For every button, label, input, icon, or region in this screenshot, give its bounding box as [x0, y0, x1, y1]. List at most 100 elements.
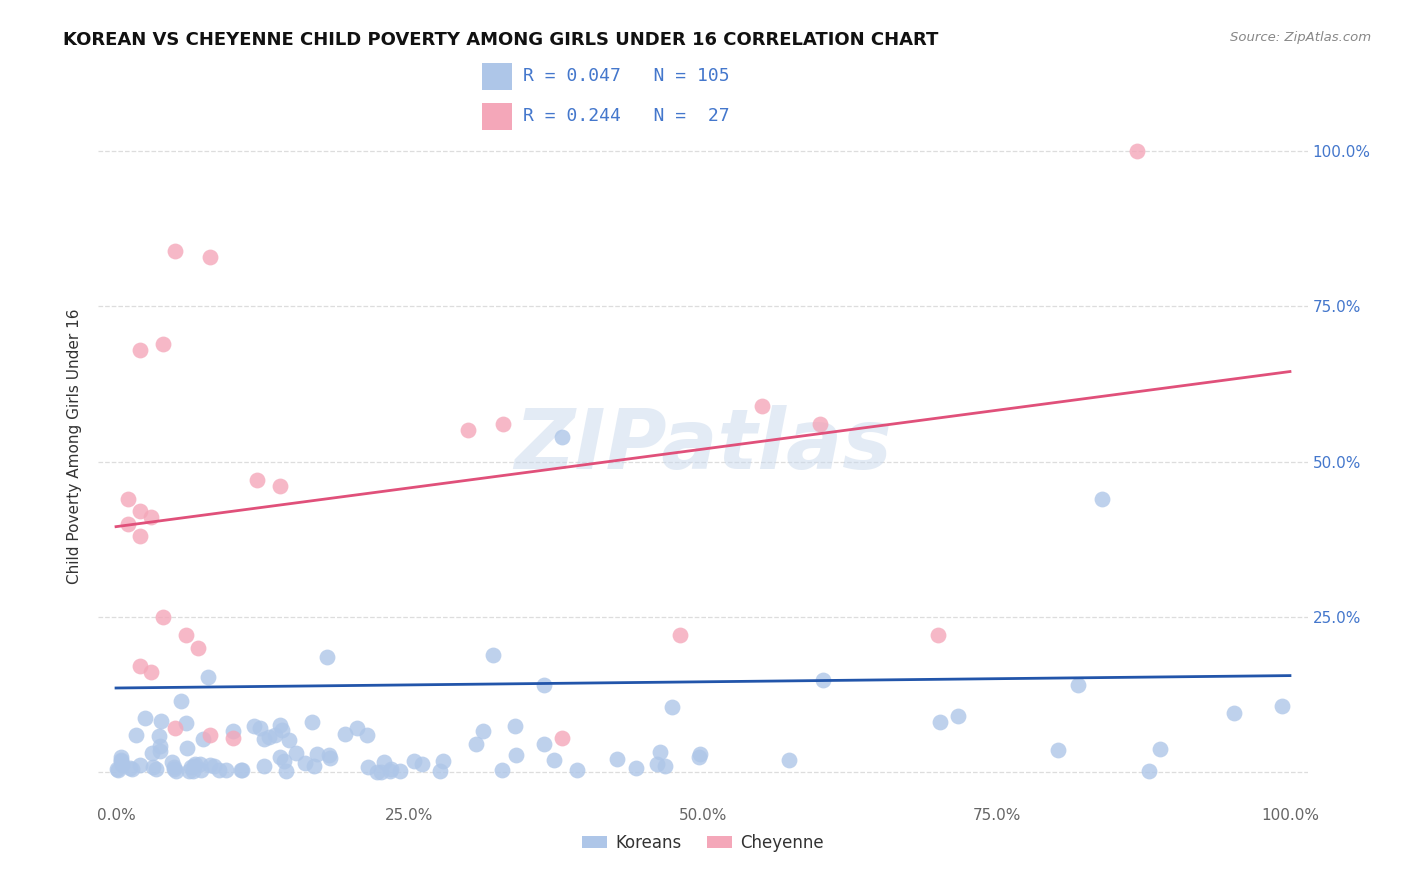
Text: Source: ZipAtlas.com: Source: ZipAtlas.com	[1230, 31, 1371, 45]
Point	[231, 763, 253, 777]
Point	[148, 729, 170, 743]
Point	[654, 759, 676, 773]
Point	[163, 722, 186, 736]
Point	[149, 714, 172, 728]
Text: ZIPatlas: ZIPatlas	[515, 406, 891, 486]
Point	[357, 760, 380, 774]
Bar	[482, 62, 512, 90]
Point	[176, 740, 198, 755]
Point	[141, 746, 163, 760]
Point	[128, 529, 150, 543]
Point	[202, 759, 225, 773]
Point	[551, 430, 574, 444]
Point	[198, 757, 221, 772]
Point	[110, 749, 132, 764]
Point	[222, 723, 245, 738]
Point	[253, 758, 276, 772]
Point	[118, 761, 141, 775]
Point	[491, 764, 513, 778]
Point	[284, 746, 307, 760]
Point	[411, 757, 433, 772]
Point	[533, 678, 555, 692]
Point	[198, 727, 221, 741]
Point	[928, 714, 950, 729]
Point	[105, 762, 128, 776]
Point	[208, 763, 231, 777]
Point	[269, 749, 291, 764]
Point	[257, 730, 280, 744]
Point	[389, 764, 412, 778]
Point	[779, 753, 801, 767]
Point	[142, 760, 165, 774]
Point	[269, 479, 291, 493]
Point	[222, 731, 245, 745]
Point	[141, 510, 163, 524]
Point	[110, 753, 132, 767]
Point	[110, 754, 132, 768]
Point	[163, 762, 186, 776]
Point	[457, 424, 479, 438]
Point	[505, 748, 527, 763]
Point	[472, 724, 495, 739]
Point	[301, 714, 323, 729]
Point	[366, 764, 388, 779]
Point	[190, 763, 212, 777]
Point	[170, 694, 193, 708]
Point	[163, 244, 186, 258]
Point	[197, 670, 219, 684]
Point	[811, 673, 834, 687]
Point	[149, 739, 172, 754]
Point	[315, 649, 337, 664]
Point	[318, 747, 340, 762]
Point	[380, 762, 402, 776]
Point	[946, 708, 969, 723]
Point	[370, 764, 392, 779]
Point	[808, 417, 831, 432]
Point	[107, 763, 129, 777]
Point	[183, 758, 205, 772]
Point	[188, 756, 211, 771]
Point	[145, 762, 167, 776]
Point	[533, 737, 555, 751]
Point	[152, 336, 174, 351]
Point	[305, 747, 328, 762]
Point	[187, 640, 209, 655]
Point	[380, 764, 402, 779]
Point	[180, 760, 202, 774]
Point	[273, 754, 295, 768]
Point	[1126, 145, 1149, 159]
Point	[645, 757, 668, 772]
Point	[174, 716, 197, 731]
Point	[184, 757, 207, 772]
Point	[243, 719, 266, 733]
Point	[229, 763, 252, 777]
Point	[661, 700, 683, 714]
Point	[117, 516, 139, 531]
Point	[551, 731, 574, 745]
Point	[117, 491, 139, 506]
Bar	[482, 103, 512, 130]
Point	[165, 764, 187, 779]
Point	[668, 628, 690, 642]
Point	[1047, 743, 1070, 757]
Point	[160, 755, 183, 769]
Point	[1067, 678, 1090, 692]
Point	[1223, 706, 1246, 721]
Point	[193, 732, 215, 747]
Point	[253, 731, 276, 746]
Point	[134, 711, 156, 725]
Point	[125, 728, 148, 742]
Point	[152, 609, 174, 624]
Point	[482, 648, 505, 662]
Point	[128, 343, 150, 357]
Point	[278, 733, 301, 747]
Point	[128, 758, 150, 772]
Y-axis label: Child Poverty Among Girls Under 16: Child Poverty Among Girls Under 16	[67, 309, 83, 583]
Text: R = 0.047   N = 105: R = 0.047 N = 105	[523, 68, 730, 86]
Point	[1137, 764, 1160, 778]
Point	[492, 417, 515, 432]
Point	[1271, 699, 1294, 714]
Point	[465, 737, 488, 751]
Legend: Koreans, Cheyenne: Koreans, Cheyenne	[575, 828, 831, 859]
Point	[246, 473, 269, 487]
